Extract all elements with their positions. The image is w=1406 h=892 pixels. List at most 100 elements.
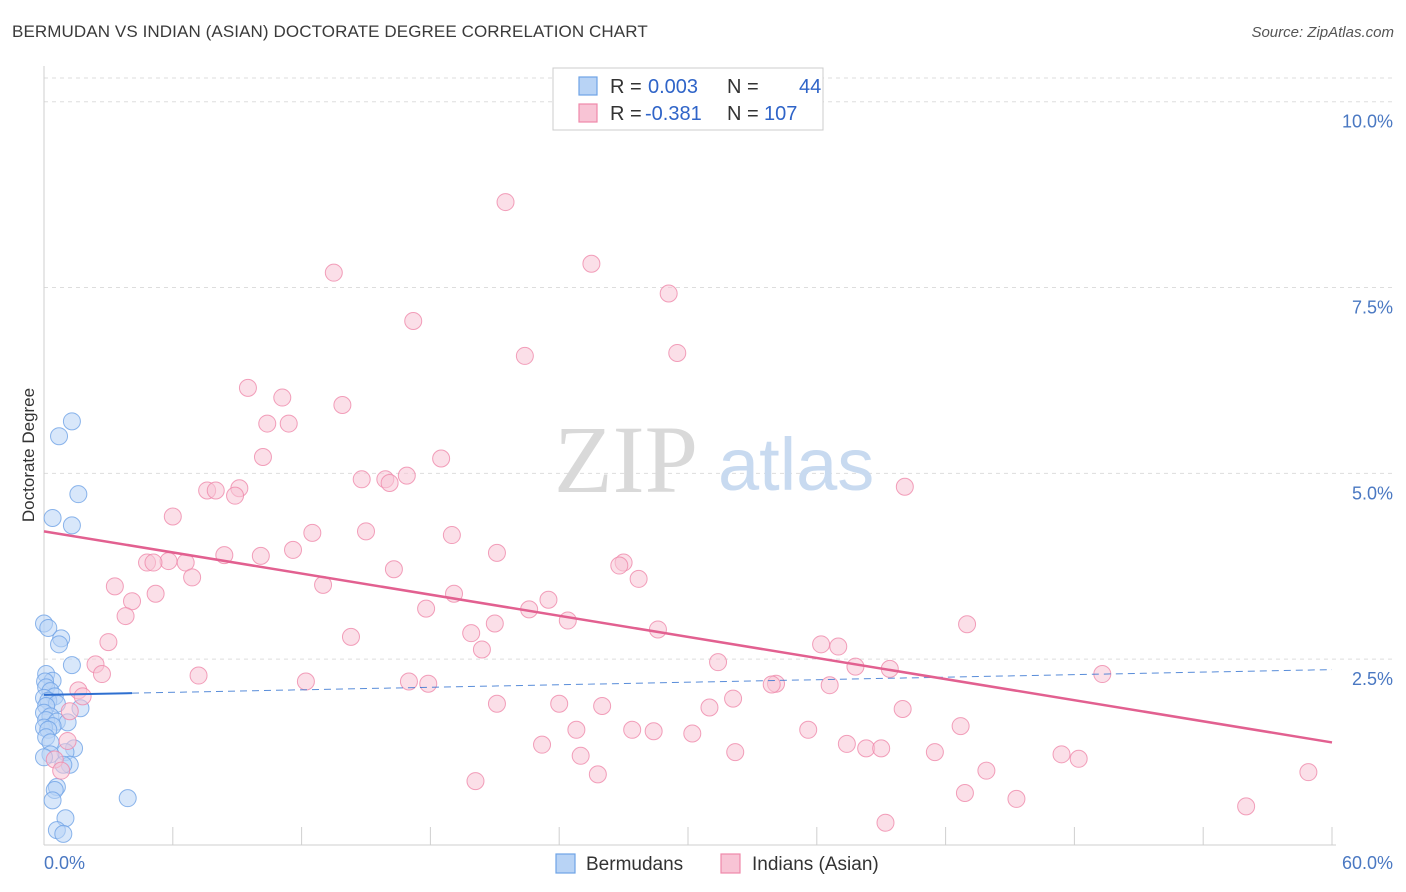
point-indians <box>384 560 403 579</box>
point-indians <box>296 672 315 691</box>
point-indians <box>251 546 270 565</box>
point-indians <box>324 263 343 282</box>
point-indians <box>92 665 111 684</box>
point-indians <box>462 624 481 643</box>
point-indians <box>472 640 491 659</box>
point-bermudans <box>50 635 69 654</box>
point-indians <box>303 523 322 542</box>
point-indians <box>648 620 667 639</box>
point-bermudans <box>69 485 88 504</box>
trend-line-bermudans-dashed <box>132 669 1333 694</box>
point-indians <box>820 676 839 695</box>
point-indians <box>977 761 996 780</box>
point-indians <box>837 734 856 753</box>
legend-r-value-indians: -0.381 <box>645 103 702 125</box>
legend-swatch-indians <box>578 103 598 123</box>
point-indians <box>60 702 79 721</box>
point-indians <box>73 687 92 706</box>
chart-title: BERMUDAN VS INDIAN (ASIAN) DOCTORATE DEG… <box>12 22 648 41</box>
y-tick-label: 2.5% <box>1352 669 1393 689</box>
point-bermudans <box>39 618 58 637</box>
data-points <box>35 193 1318 843</box>
point-indians <box>206 481 225 500</box>
point-indians <box>925 743 944 762</box>
point-indians <box>189 666 208 685</box>
point-indians <box>105 577 124 596</box>
point-indians <box>812 635 831 654</box>
point-indians <box>829 637 848 656</box>
point-indians <box>1299 763 1318 782</box>
legend-swatch-bermudans <box>578 76 598 96</box>
y-tick-label: 7.5% <box>1352 298 1393 318</box>
point-indians <box>623 720 642 739</box>
legend-r-label-indians: R = <box>610 103 642 125</box>
point-indians <box>762 675 781 694</box>
point-indians <box>558 611 577 630</box>
point-bermudans <box>118 789 137 808</box>
point-indians <box>397 466 416 485</box>
point-indians <box>582 254 601 273</box>
point-indians <box>163 507 182 526</box>
point-indians <box>724 689 743 708</box>
point-indians <box>872 739 891 758</box>
point-indians <box>341 627 360 646</box>
legend-n-value-bermudans: 44 <box>799 76 821 98</box>
point-indians <box>146 584 165 603</box>
trend-line-indians <box>43 530 1333 744</box>
point-indians <box>610 556 629 575</box>
point-indians <box>144 553 163 572</box>
watermark: ZIP atlas <box>554 406 874 513</box>
point-bermudans <box>43 508 62 527</box>
legend-r-value-bermudans: 0.003 <box>648 76 698 98</box>
point-indians <box>644 722 663 741</box>
point-bermudans <box>50 427 69 446</box>
point-indians <box>700 698 719 717</box>
bottom-legend: Bermudans Indians (Asian) <box>555 853 879 875</box>
point-indians <box>116 607 135 626</box>
point-indians <box>588 765 607 784</box>
point-indians <box>284 540 303 559</box>
point-indians <box>333 395 352 414</box>
point-indians <box>683 724 702 743</box>
point-indians <box>485 614 504 633</box>
point-indians <box>567 720 586 739</box>
point-indians <box>533 735 552 754</box>
point-indians <box>432 449 451 468</box>
point-indians <box>357 522 375 541</box>
point-indians <box>419 674 438 693</box>
point-indians <box>399 672 418 691</box>
point-indians <box>279 414 298 433</box>
point-bermudans <box>62 516 81 535</box>
point-indians <box>352 470 371 489</box>
point-indians <box>273 388 292 407</box>
point-indians <box>515 346 534 365</box>
point-indians <box>380 474 399 493</box>
point-indians <box>958 615 977 634</box>
legend-r-label-bermudans: R = <box>610 76 642 98</box>
trend-line-bermudans <box>43 692 133 696</box>
x-tick-label-min: 0.0% <box>44 853 85 873</box>
point-bermudans <box>43 791 62 810</box>
point-indians <box>550 694 569 713</box>
point-indians <box>159 552 178 571</box>
legend-n-value-indians: 107 <box>764 103 797 125</box>
point-bermudans <box>62 412 81 431</box>
point-indians <box>466 772 485 791</box>
point-bermudans <box>54 824 73 843</box>
point-indians <box>52 761 71 780</box>
x-tick-label-max: 60.0% <box>1342 853 1393 873</box>
y-tick-label: 5.0% <box>1352 483 1393 503</box>
bottom-legend-label-bermudans: Bermudans <box>586 854 683 875</box>
point-indians <box>876 813 895 832</box>
point-indians <box>183 568 202 587</box>
y-axis-label: Doctorate Degree <box>19 388 38 522</box>
point-indians <box>1052 745 1071 764</box>
point-indians <box>487 694 506 713</box>
point-indians <box>58 731 77 750</box>
point-indians <box>726 743 745 762</box>
bottom-legend-swatch-bermudans <box>555 853 576 874</box>
bottom-legend-swatch-indians <box>720 853 741 874</box>
point-indians <box>857 739 876 758</box>
watermark-zip: ZIP <box>554 406 698 513</box>
